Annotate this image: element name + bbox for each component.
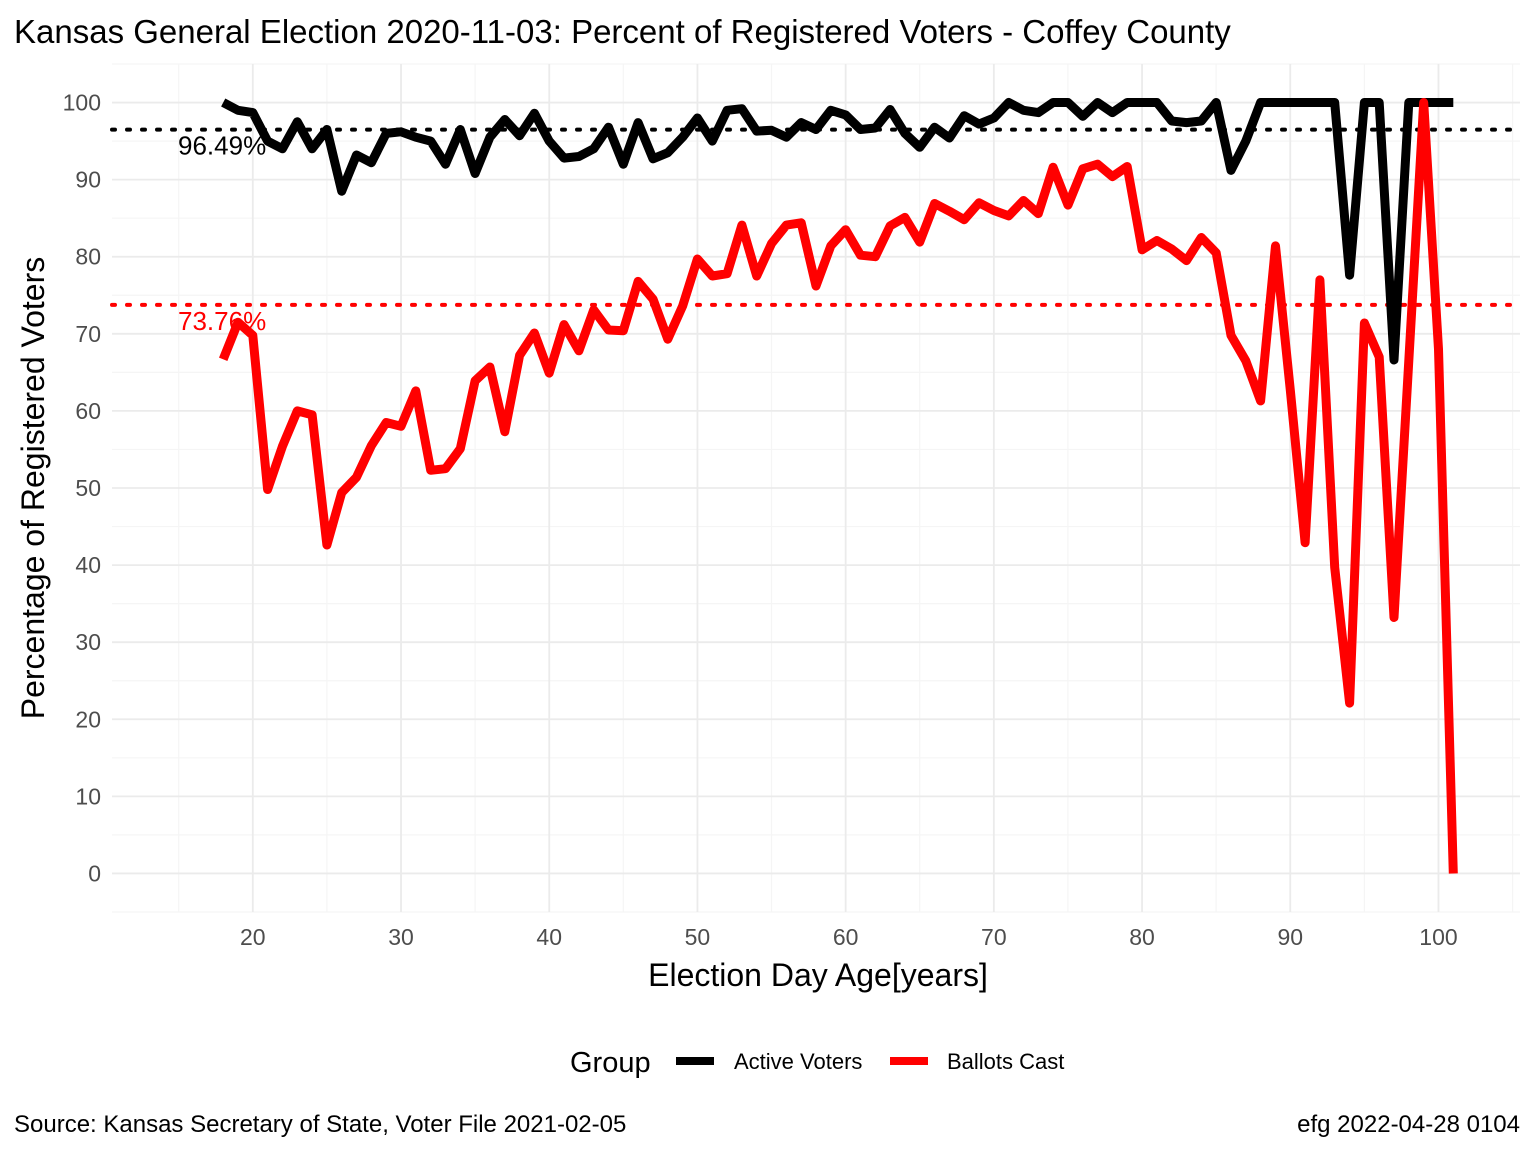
reference-label-0: 96.49%	[178, 131, 266, 161]
y-tick-label: 90	[75, 167, 101, 193]
y-axis-ticks: 0 10 20 30 40 50 60 70 80 90 100	[63, 90, 101, 887]
legend: Group Active Voters Ballots Cast	[570, 1047, 1064, 1079]
x-axis-ticks: 20 30 40 50 60 70 80 90 100	[240, 924, 1458, 950]
chart-title: Kansas General Election 2020-11-03: Perc…	[14, 13, 1231, 50]
y-tick-label: 40	[75, 552, 101, 578]
y-tick-label: 50	[75, 475, 101, 501]
x-tick-label: 40	[536, 924, 562, 950]
y-tick-label: 10	[75, 783, 101, 809]
y-tick-label: 70	[75, 321, 101, 347]
legend-label-active-voters: Active Voters	[734, 1049, 862, 1074]
x-tick-label: 50	[685, 924, 711, 950]
legend-title: Group	[570, 1047, 651, 1079]
x-tick-label: 80	[1129, 924, 1155, 950]
stamp-caption: efg 2022-04-28 0104	[1297, 1111, 1520, 1138]
x-tick-label: 70	[981, 924, 1007, 950]
x-axis-label: Election Day Age[years]	[648, 957, 988, 993]
y-axis-label: Percentage of Registered Voters	[15, 257, 51, 720]
y-tick-label: 20	[75, 706, 101, 732]
y-tick-label: 60	[75, 398, 101, 424]
x-tick-label: 60	[833, 924, 859, 950]
y-tick-label: 30	[75, 629, 101, 655]
y-tick-label: 100	[63, 90, 101, 116]
series-line-ballots-cast	[219, 98, 1458, 874]
reference-labels: 96.49% 73.76%	[178, 131, 266, 336]
y-tick-label: 0	[88, 860, 101, 886]
y-tick-label: 80	[75, 244, 101, 270]
x-tick-label: 30	[388, 924, 414, 950]
series-lines	[219, 98, 1458, 874]
x-tick-label: 20	[240, 924, 266, 950]
legend-label-ballots-cast: Ballots Cast	[947, 1049, 1064, 1074]
series-line-active-voters	[221, 98, 1454, 365]
reference-label-1: 73.76%	[178, 306, 266, 336]
source-caption: Source: Kansas Secretary of State, Voter…	[14, 1111, 626, 1138]
x-tick-label: 90	[1277, 924, 1303, 950]
x-tick-label: 100	[1419, 924, 1457, 950]
